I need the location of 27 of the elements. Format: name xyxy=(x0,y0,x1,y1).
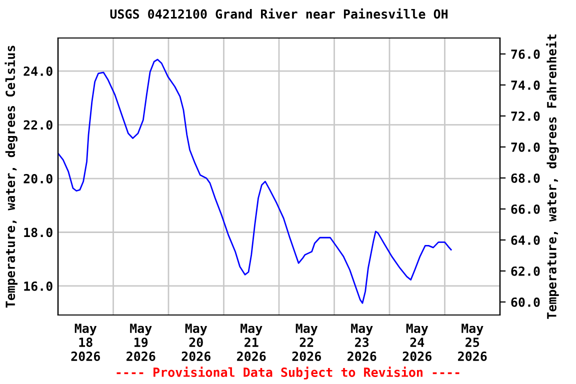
y-tick-label: 16.0 xyxy=(24,281,52,291)
y2-tick-label: 68.0 xyxy=(511,173,540,183)
y-tick-label: 22.0 xyxy=(24,120,52,130)
y2-tick-label: 60.0 xyxy=(511,297,540,307)
x-tick-label: May 20 2026 xyxy=(182,324,210,362)
y2-tick-label: 72.0 xyxy=(511,111,540,121)
y2-axis-title: Temperature, water, degrees Fahrenheit xyxy=(546,34,559,319)
y2-tick-label: 66.0 xyxy=(511,204,540,214)
y2-tick-label: 70.0 xyxy=(511,142,540,152)
chart-title: USGS 04212100 Grand River near Painesville OH xyxy=(110,8,448,19)
x-tick-label: May 25 2026 xyxy=(458,324,487,362)
x-tick-label: May 24 2026 xyxy=(402,324,432,362)
y2-tick-label: 76.0 xyxy=(511,49,540,59)
x-tick-label: May 22 2026 xyxy=(292,324,321,362)
x-tick-label: May 21 2026 xyxy=(237,324,266,362)
y2-tick-label: 74.0 xyxy=(511,80,540,90)
y2-tick-label: 62.0 xyxy=(511,266,540,276)
y-tick-label: 24.0 xyxy=(24,66,52,76)
x-tick-label: May 23 2026 xyxy=(348,324,376,362)
y-tick-label: 18.0 xyxy=(24,228,52,238)
text: ---- Provisional Data Subject to Revision ---- xyxy=(116,366,460,380)
y2-tick-label: 64.0 xyxy=(511,235,540,245)
y-axis-title: Temperature, water, degrees Celsius xyxy=(4,46,18,308)
x-tick-label: May 19 2026 xyxy=(126,324,156,362)
y-tick-label: 20.0 xyxy=(24,174,52,184)
line-series xyxy=(58,58,452,304)
x-tick-label: May 18 2026 xyxy=(71,324,100,362)
